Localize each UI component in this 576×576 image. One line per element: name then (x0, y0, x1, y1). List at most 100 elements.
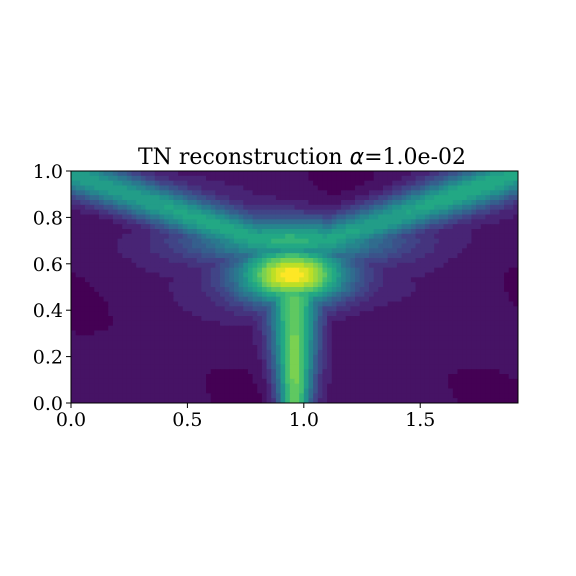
heatmap-cell (84, 219, 91, 225)
heatmap-cell (331, 253, 338, 259)
heatmap-cell (350, 316, 356, 322)
heatmap-cell (266, 316, 272, 322)
heatmap-cell (499, 200, 505, 206)
heatmap-cell (401, 267, 407, 274)
heatmap-cell (406, 229, 412, 235)
heatmap-cell (359, 378, 365, 385)
heatmap-cell (201, 364, 207, 370)
heatmap-cell (140, 229, 147, 235)
heatmap-cell (243, 248, 249, 254)
heatmap-cell (299, 171, 305, 177)
heatmap-cell (410, 171, 417, 177)
heatmap-cell (322, 330, 328, 336)
heatmap-cell (112, 345, 119, 351)
heatmap-cell (71, 340, 77, 346)
heatmap-cell (396, 262, 403, 269)
heatmap-cell (448, 335, 454, 341)
heatmap-cell (220, 374, 226, 380)
heatmap-cell (196, 272, 202, 278)
heatmap-cell (345, 383, 351, 390)
heatmap-cell (355, 330, 361, 336)
heatmap-cell (75, 233, 81, 240)
heatmap-cell (275, 282, 282, 288)
heatmap-cell (257, 330, 263, 336)
heatmap-cell (71, 214, 77, 220)
heatmap-cell (98, 248, 105, 254)
heatmap-cell (117, 330, 123, 336)
heatmap-cell (192, 238, 198, 245)
heatmap-cell (122, 229, 128, 235)
heatmap-cell (434, 229, 440, 235)
heatmap-cell (122, 204, 128, 211)
heatmap-cell (210, 267, 216, 274)
heatmap-cell (331, 296, 338, 303)
heatmap-cell (457, 267, 463, 274)
heatmap-cell (494, 209, 500, 216)
heatmap-cell (117, 320, 123, 327)
heatmap-cell (182, 253, 189, 259)
heatmap-cell (210, 243, 216, 249)
heatmap-cell (252, 229, 258, 235)
heatmap-cell (322, 258, 328, 264)
heatmap-cell (261, 282, 268, 288)
heatmap-cell (150, 320, 156, 327)
heatmap-cell (355, 383, 361, 390)
heatmap-cell (84, 171, 91, 177)
heatmap-cell (369, 267, 375, 274)
heatmap-cell (233, 316, 240, 322)
heatmap-cell (266, 195, 272, 201)
heatmap-cell (438, 204, 445, 211)
heatmap-cell (126, 229, 133, 235)
heatmap-cell (103, 238, 109, 245)
heatmap-cell (75, 364, 81, 370)
heatmap-cell (159, 316, 165, 322)
heatmap-cell (369, 330, 375, 336)
heatmap-cell (89, 180, 95, 187)
heatmap-cell (252, 301, 258, 307)
heatmap-cell (271, 345, 277, 351)
heatmap-cell (182, 359, 189, 365)
heatmap-cell (434, 335, 440, 341)
heatmap-cell (420, 229, 426, 235)
heatmap-cell (247, 388, 254, 394)
heatmap-cell (243, 388, 249, 394)
heatmap-cell (471, 388, 477, 394)
heatmap-cell (201, 214, 207, 220)
heatmap-cell (261, 224, 268, 230)
heatmap-cell (117, 296, 123, 303)
heatmap-cell (261, 388, 268, 394)
heatmap-cell (168, 233, 175, 240)
heatmap-cell (508, 354, 514, 361)
heatmap-cell (466, 171, 473, 177)
heatmap-cell (257, 258, 263, 264)
heatmap-cell (406, 262, 412, 269)
heatmap-cell (178, 248, 184, 254)
heatmap-cell (401, 200, 407, 206)
heatmap-cell (406, 296, 412, 303)
heatmap-cell (471, 330, 477, 336)
heatmap-cell (164, 388, 170, 394)
heatmap-cell (355, 204, 361, 211)
heatmap-cell (406, 374, 412, 380)
heatmap-cell (313, 335, 319, 341)
heatmap-cell (182, 233, 189, 240)
heatmap-cell (75, 374, 81, 380)
heatmap-cell (490, 345, 496, 351)
heatmap-cell (322, 224, 328, 230)
heatmap-cell (71, 248, 77, 254)
heatmap-cell (508, 200, 514, 206)
heatmap-cell (462, 282, 468, 288)
heatmap-cell (382, 262, 389, 269)
heatmap-cell (210, 238, 216, 245)
heatmap-cell (480, 374, 487, 380)
heatmap-cell (168, 204, 175, 211)
heatmap-cell (131, 190, 137, 196)
heatmap-cell (192, 364, 198, 370)
heatmap-cell (215, 209, 221, 216)
heatmap-cell (508, 180, 514, 187)
heatmap-cell (98, 185, 105, 191)
heatmap-cell (476, 248, 482, 254)
heatmap-cell (164, 262, 170, 269)
heatmap-cell (233, 301, 240, 307)
heatmap-cell (243, 393, 249, 399)
